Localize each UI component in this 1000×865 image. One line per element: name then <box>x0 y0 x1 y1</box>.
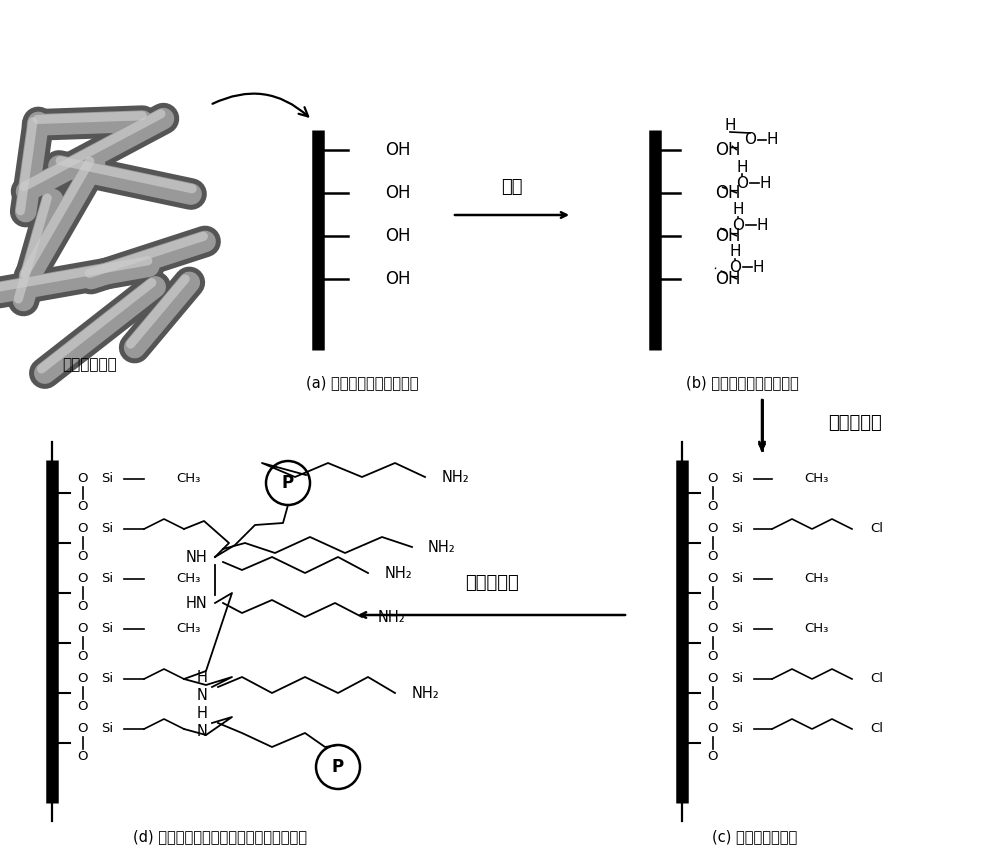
Text: O: O <box>78 501 88 514</box>
Text: CH₃: CH₃ <box>176 573 200 586</box>
Text: OH: OH <box>385 270 411 288</box>
Text: 埃洛石纳米管: 埃洛石纳米管 <box>63 357 117 373</box>
Text: N: N <box>196 688 207 702</box>
Text: O: O <box>708 701 718 714</box>
Text: O: O <box>708 722 718 735</box>
Text: NH₂: NH₂ <box>428 540 456 554</box>
Text: 硅烷偶联剂: 硅烷偶联剂 <box>828 414 882 432</box>
Text: O: O <box>78 472 88 485</box>
Text: 聚乙烯亚胺: 聚乙烯亚胺 <box>465 574 519 592</box>
Text: (d) 埃洛石纳米管基体螯合型离子交换树脂: (d) 埃洛石纳米管基体螯合型离子交换树脂 <box>133 830 307 844</box>
Text: O: O <box>744 132 756 148</box>
FancyArrowPatch shape <box>212 93 308 117</box>
Text: O: O <box>708 600 718 613</box>
Text: O: O <box>708 672 718 685</box>
Text: CH₃: CH₃ <box>804 472 828 485</box>
Text: OH: OH <box>385 184 411 202</box>
Text: CH₃: CH₃ <box>804 573 828 586</box>
Text: H: H <box>732 202 744 217</box>
Text: H: H <box>752 260 764 274</box>
Text: O: O <box>708 573 718 586</box>
Text: Si: Si <box>731 573 743 586</box>
Text: OH: OH <box>385 141 411 159</box>
Text: Si: Si <box>101 623 113 636</box>
Text: P: P <box>282 474 294 492</box>
Text: HN: HN <box>185 595 207 611</box>
Text: O: O <box>78 650 88 663</box>
Text: O: O <box>78 751 88 764</box>
Text: OH: OH <box>715 227 740 245</box>
Text: Si: Si <box>731 522 743 535</box>
Text: NH₂: NH₂ <box>385 566 413 580</box>
Text: O: O <box>708 501 718 514</box>
Text: O: O <box>729 260 741 274</box>
Text: CH₃: CH₃ <box>176 623 200 636</box>
Text: O: O <box>78 550 88 563</box>
Text: P: P <box>332 758 344 776</box>
Text: OH: OH <box>385 227 411 245</box>
Text: CH₃: CH₃ <box>176 472 200 485</box>
Text: H: H <box>196 670 207 684</box>
Text: Si: Si <box>731 472 743 485</box>
Text: Si: Si <box>101 472 113 485</box>
Text: 润湿: 润湿 <box>501 178 523 196</box>
Text: OH: OH <box>715 184 740 202</box>
Text: O: O <box>78 701 88 714</box>
Text: H: H <box>729 245 741 260</box>
Text: N: N <box>196 723 207 739</box>
Text: O: O <box>736 176 748 190</box>
Text: (b) 水合埃洛石纳米管表面: (b) 水合埃洛石纳米管表面 <box>686 375 798 390</box>
Text: Cl: Cl <box>870 522 883 535</box>
Text: Cl: Cl <box>870 672 883 685</box>
Text: Si: Si <box>731 722 743 735</box>
Text: Si: Si <box>101 672 113 685</box>
Text: Si: Si <box>101 722 113 735</box>
Text: H: H <box>196 706 207 721</box>
Text: NH₂: NH₂ <box>378 610 406 625</box>
Text: O: O <box>78 722 88 735</box>
Text: O: O <box>708 751 718 764</box>
Text: O: O <box>78 573 88 586</box>
Text: O: O <box>708 550 718 563</box>
Text: NH₂: NH₂ <box>412 685 440 701</box>
Text: H: H <box>766 132 778 148</box>
Text: OH: OH <box>715 141 740 159</box>
Text: O: O <box>732 217 744 233</box>
Text: Cl: Cl <box>870 722 883 735</box>
Text: O: O <box>708 623 718 636</box>
Text: Si: Si <box>731 623 743 636</box>
Text: O: O <box>708 650 718 663</box>
Text: Si: Si <box>101 573 113 586</box>
Text: H: H <box>724 118 736 132</box>
Text: H: H <box>756 217 768 233</box>
Text: Si: Si <box>731 672 743 685</box>
Text: NH: NH <box>185 549 207 565</box>
Text: H: H <box>736 159 748 175</box>
Text: H: H <box>759 176 771 190</box>
Text: O: O <box>78 623 88 636</box>
Text: (c) 后续的聚合反应: (c) 后续的聚合反应 <box>712 830 798 844</box>
Text: Si: Si <box>101 522 113 535</box>
Text: O: O <box>708 472 718 485</box>
Text: NH₂: NH₂ <box>442 470 470 484</box>
Text: O: O <box>708 522 718 535</box>
Text: O: O <box>78 600 88 613</box>
Text: CH₃: CH₃ <box>804 623 828 636</box>
Text: O: O <box>78 522 88 535</box>
Text: OH: OH <box>715 270 740 288</box>
Text: O: O <box>78 672 88 685</box>
Text: (a) 处理埃洛石纳米管表面: (a) 处理埃洛石纳米管表面 <box>306 375 418 390</box>
